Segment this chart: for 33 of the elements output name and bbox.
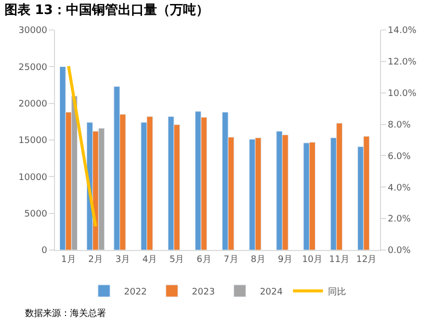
x-tick-label: 5月 <box>170 254 184 265</box>
x-tick-label: 3月 <box>115 254 130 265</box>
y2-tick-label: 2.0% <box>388 214 412 225</box>
y-tick-label: 5000 <box>24 209 48 220</box>
y2-tick-label: 12.0% <box>388 58 417 68</box>
x-tick-label: 1月 <box>61 254 76 265</box>
x-tick-label: 10月 <box>302 254 323 265</box>
y-tick-label: 10000 <box>18 172 48 183</box>
x-tick-label: 4月 <box>142 254 158 265</box>
legend-label: 同比 <box>328 286 346 298</box>
y2-tick-label: 14.0% <box>388 26 417 36</box>
y-tick-label: 15000 <box>18 136 48 146</box>
chart-title: 图表 13：中国铜管出口量（万吨） <box>4 2 209 18</box>
legend-label: 2022 <box>124 287 147 298</box>
x-tick-label: 2月 <box>88 254 103 265</box>
y2-tick-label: 0.0% <box>388 246 412 256</box>
y2-tick-label: 4.0% <box>388 183 412 194</box>
y2-tick-label: 8.0% <box>388 120 412 130</box>
y-tick-label: 25000 <box>18 62 48 73</box>
x-tick-label: 12月 <box>356 254 377 265</box>
y2-tick-label: 6.0% <box>388 152 412 162</box>
y-tick-label: 0 <box>41 246 48 256</box>
source-note: 数据来源：海关总署 <box>25 308 106 319</box>
y2-tick-label: 10.0% <box>388 89 417 100</box>
x-tick-label: 11月 <box>329 254 350 265</box>
x-tick-label: 7月 <box>224 254 238 265</box>
y-tick-label: 20000 <box>18 99 48 110</box>
x-tick-label: 6月 <box>196 254 212 265</box>
y-tick-label: 30000 <box>18 26 48 36</box>
x-tick-label: 8月 <box>250 254 266 265</box>
legend-label: 2024 <box>260 287 283 298</box>
x-tick-label: 9月 <box>278 254 293 265</box>
legend-label: 2023 <box>192 287 215 298</box>
